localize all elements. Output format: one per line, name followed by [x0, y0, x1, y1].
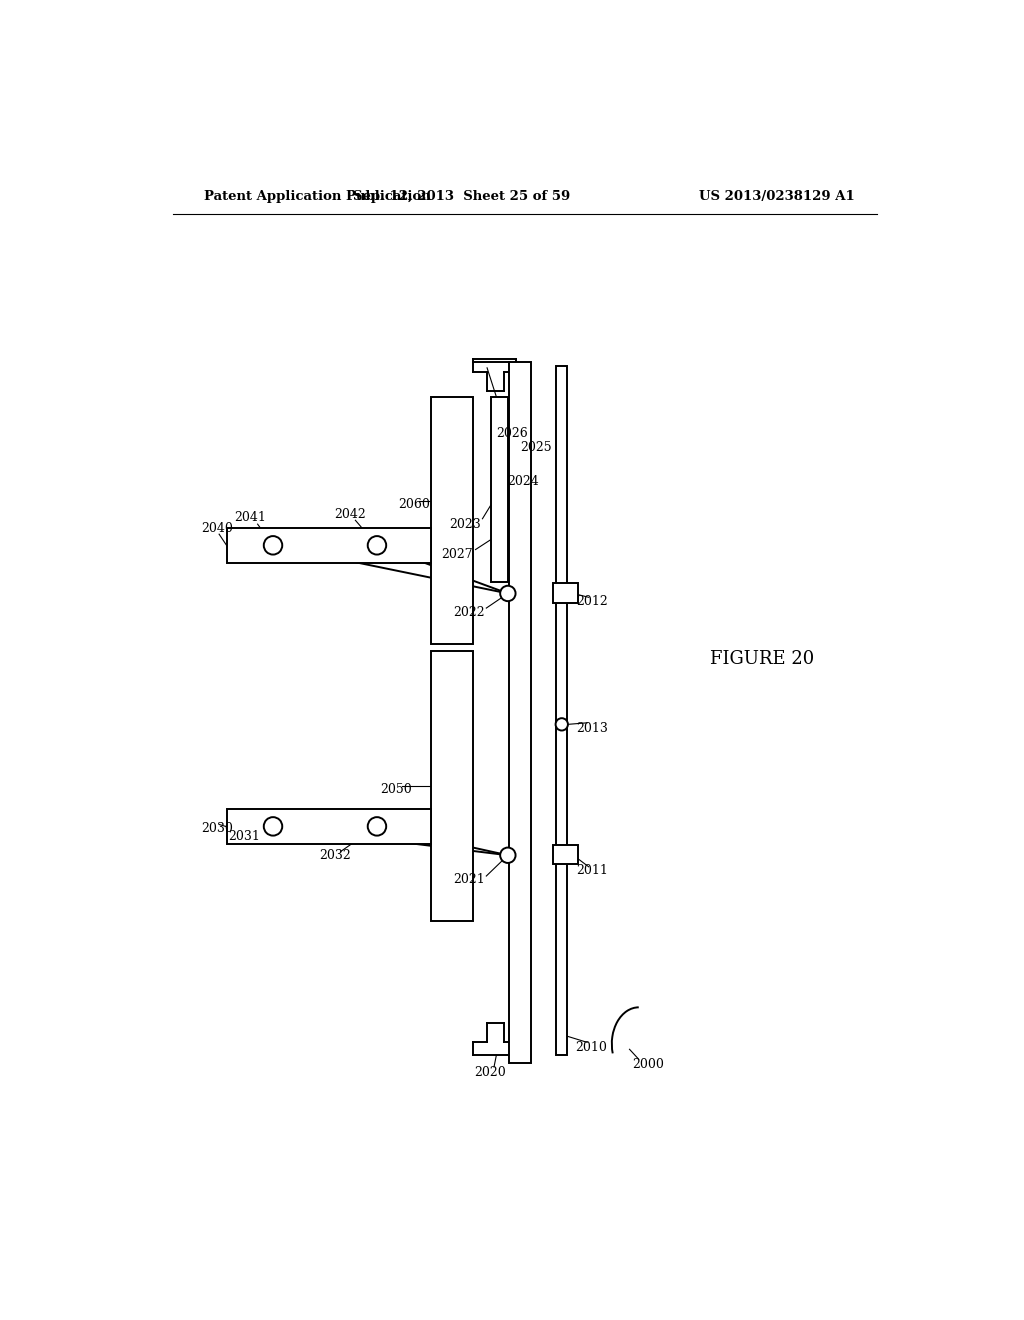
Bar [226, 809, 431, 843]
Text: FIGURE 20: FIGURE 20 [710, 649, 814, 668]
Circle shape [264, 536, 283, 554]
Text: 2024: 2024 [507, 475, 539, 488]
Circle shape [500, 847, 515, 863]
Bar [509, 363, 531, 1063]
Bar [490, 397, 508, 582]
Text: Patent Application Publication: Patent Application Publication [204, 190, 430, 203]
Text: Sep. 12, 2013  Sheet 25 of 59: Sep. 12, 2013 Sheet 25 of 59 [353, 190, 570, 203]
Text: 2023: 2023 [450, 517, 481, 531]
Text: 2031: 2031 [228, 829, 260, 842]
Text: 2011: 2011 [577, 865, 608, 878]
Text: 2060: 2060 [398, 499, 430, 511]
Bar [431, 651, 473, 921]
Bar [553, 583, 578, 603]
Text: 2042: 2042 [334, 508, 366, 520]
Bar [226, 528, 431, 562]
Circle shape [368, 536, 386, 554]
Circle shape [368, 817, 386, 836]
Text: US 2013/0238129 A1: US 2013/0238129 A1 [699, 190, 855, 203]
Text: 2027: 2027 [441, 548, 473, 561]
Text: 2012: 2012 [577, 594, 608, 607]
Text: 2026: 2026 [496, 426, 527, 440]
Text: 2022: 2022 [454, 606, 484, 619]
Bar [553, 845, 578, 865]
Text: 2040: 2040 [201, 521, 232, 535]
Circle shape [556, 718, 568, 730]
Circle shape [264, 817, 283, 836]
Circle shape [500, 586, 515, 601]
Text: 2020: 2020 [474, 1065, 506, 1078]
Text: 2032: 2032 [318, 849, 350, 862]
Text: 2013: 2013 [577, 722, 608, 735]
Bar [431, 397, 473, 644]
Text: 2041: 2041 [233, 511, 266, 524]
Text: 2000: 2000 [632, 1059, 664, 1072]
Text: 2050: 2050 [380, 783, 412, 796]
Bar [556, 367, 567, 1056]
Text: 2025: 2025 [520, 441, 552, 454]
Text: 2010: 2010 [575, 1041, 607, 1055]
Text: 2030: 2030 [201, 822, 232, 834]
Text: 2021: 2021 [453, 874, 484, 887]
